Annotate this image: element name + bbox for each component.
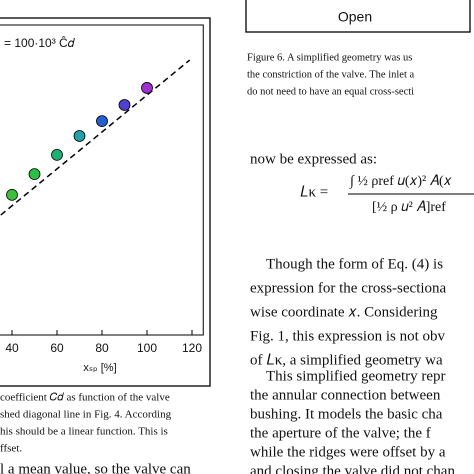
data-point: [141, 82, 153, 94]
data-point: [73, 130, 86, 142]
body-line: wise coordinate 𝑥. Considering: [250, 304, 438, 320]
chart-annotation: = 100·10³ Ĉ𝑑: [4, 35, 76, 50]
caption-line: the constriction of the valve. The inlet…: [247, 69, 415, 80]
body-line: the annular connection between: [250, 387, 441, 403]
data-point: [118, 99, 131, 111]
x-tick-label: 40: [5, 341, 19, 355]
body-line: now be expressed as:: [250, 151, 377, 167]
x-tick-label: 120: [182, 341, 202, 355]
data-point: [96, 115, 108, 127]
equation-denominator: [½ ρ 𝑢² 𝐴]ref: [372, 200, 446, 215]
body-line: bushing. It models the basic cha: [250, 406, 443, 422]
body-line: Though the form of Eq. (4) is: [266, 256, 443, 272]
x-axis-label: xₛₚ [%]: [83, 362, 116, 374]
figure-box: [0, 17, 211, 387]
data-point: [28, 168, 41, 181]
body-text: Though the form of Eq. (4) is expression …: [250, 256, 455, 474]
body-line: This simplified geometry repr: [266, 368, 446, 384]
body-line: of 𝐿κ, a simplified geometry wa: [250, 352, 443, 368]
x-tick-label: 60: [50, 341, 64, 355]
body-line: l a mean value, so the valve can: [0, 461, 191, 474]
data-point: [51, 148, 63, 161]
chart: 40 60 80 100 120: [0, 24, 204, 355]
body-line: while the ridges were offset by a: [250, 444, 446, 460]
caption-line: Figure 6. A simplified geometry was us: [247, 52, 412, 63]
x-tick-label: 80: [95, 341, 109, 355]
data-point: [6, 188, 18, 201]
caption-line: coefficient 𝐶𝑑 as function of the valve: [0, 392, 170, 404]
fit-line: [0, 59, 191, 216]
panel-label: Open: [338, 9, 372, 25]
plot-frame: [0, 24, 204, 336]
x-tick-label: 100: [137, 341, 157, 355]
panel-box: [245, 0, 471, 33]
body-line: and closing the valve did not chan: [250, 463, 455, 474]
body-line: expression for the cross-sectiona: [250, 280, 447, 296]
equation-numerator: ∫ ½ ρref 𝑢(𝑥)² 𝐴(𝑥: [349, 174, 453, 189]
caption-line: do not need to have an equal cross-secti: [247, 86, 414, 97]
body-line: the aperture of the valve; the f: [250, 425, 431, 441]
body-line: Fig. 1, this expression is not obv: [250, 328, 446, 344]
caption-line: ffset.: [0, 443, 22, 455]
equation-lhs: 𝐿κ =: [300, 184, 328, 200]
caption-line: his should be a linear function. This is: [0, 426, 168, 438]
caption-line: shed diagonal line in Fig. 4. According: [0, 409, 172, 421]
